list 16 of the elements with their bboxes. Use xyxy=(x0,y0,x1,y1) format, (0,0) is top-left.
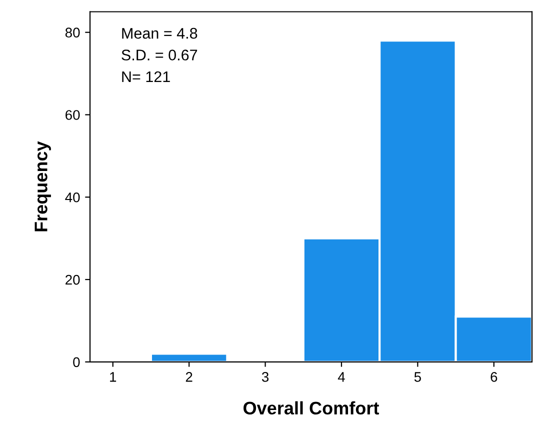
x-axis-title: Overall Comfort xyxy=(244,401,380,415)
annotation: S.D. = 0.67 xyxy=(122,50,198,60)
y-tick-label: 20 xyxy=(66,274,80,285)
y-tick-label: 40 xyxy=(65,192,80,202)
y-tick-label: 0 xyxy=(73,357,80,368)
x-tick-label: 2 xyxy=(186,372,192,382)
y-tick-label: 80 xyxy=(65,28,80,38)
annotation: Mean = 4.8 xyxy=(122,28,198,39)
x-tick-label: 5 xyxy=(414,372,421,382)
x-tick-label: 1 xyxy=(110,372,116,382)
x-tick-label: 6 xyxy=(490,372,498,382)
y-axis-title: Frequency xyxy=(34,141,51,232)
x-tick-label: 3 xyxy=(262,372,269,382)
x-tick-label: 4 xyxy=(338,372,345,382)
annotation: N= 121 xyxy=(122,71,170,82)
y-tick-label: 60 xyxy=(66,110,80,120)
